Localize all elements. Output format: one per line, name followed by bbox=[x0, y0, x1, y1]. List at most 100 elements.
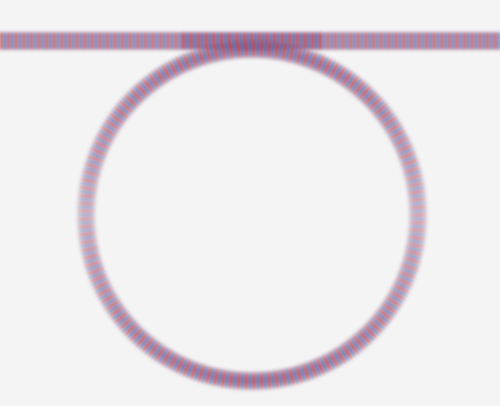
bus-field-lobe bbox=[71, 32, 75, 50]
bus-field-lobe bbox=[155, 32, 159, 50]
ring-field-lobe bbox=[401, 260, 420, 267]
ring-field-lobe bbox=[113, 311, 129, 324]
ring-field-lobe bbox=[408, 201, 428, 206]
ring-field-lobe bbox=[86, 155, 105, 163]
ring-field-lobe bbox=[363, 91, 377, 106]
bus-field-lobe bbox=[444, 32, 448, 50]
ring-field-lobe bbox=[329, 62, 339, 79]
bus-field-lobe bbox=[7, 32, 11, 50]
bus-field-lobe bbox=[124, 32, 128, 50]
ring-field-lobe bbox=[322, 58, 332, 76]
bus-field-lobe bbox=[18, 32, 22, 50]
bus-field-lobe bbox=[128, 32, 132, 50]
ring-field-lobe bbox=[158, 66, 169, 83]
bus-field-lobe bbox=[159, 32, 163, 50]
ring-field-lobe bbox=[377, 109, 393, 122]
bus-field-lobe bbox=[413, 32, 417, 50]
bus-field-lobe bbox=[200, 32, 204, 50]
bus-field-lobe bbox=[497, 32, 500, 50]
ring-field-lobe bbox=[240, 39, 245, 59]
bus-field-lobe bbox=[22, 32, 26, 50]
bus-field-lobe bbox=[440, 32, 444, 50]
bus-field-lobe bbox=[417, 32, 421, 50]
ring-field-lobe bbox=[80, 246, 99, 252]
ring-field-lobe bbox=[368, 319, 383, 333]
ring-field-lobe bbox=[358, 329, 372, 345]
ring-field-lobe bbox=[319, 356, 329, 374]
ring-field-lobe bbox=[86, 267, 105, 275]
ring-field-lobe bbox=[408, 220, 428, 225]
ring-field-lobe bbox=[183, 359, 192, 377]
ring-field-lobe bbox=[393, 280, 412, 290]
ring-field-lobe bbox=[403, 253, 422, 260]
ring-field-lobe bbox=[278, 369, 283, 388]
ring-field-lobe bbox=[118, 316, 134, 330]
ring-field-lobe bbox=[213, 367, 219, 387]
ring-field-lobe bbox=[158, 347, 169, 364]
bus-field-lobe bbox=[368, 32, 372, 50]
bus-field-lobe bbox=[86, 32, 90, 50]
bus-field-lobe bbox=[345, 32, 349, 50]
ring-field-lobe bbox=[77, 197, 97, 202]
ring-field-lobe bbox=[240, 371, 245, 391]
ring-field-lobe bbox=[347, 75, 359, 91]
ring-field-lobe bbox=[396, 148, 415, 156]
bus-field-lobe bbox=[41, 32, 45, 50]
ring-field-lobe bbox=[349, 78, 362, 94]
ring-field-lobe bbox=[407, 197, 427, 202]
bus-field-lobe bbox=[451, 32, 455, 50]
ring-field-lobe bbox=[344, 341, 356, 357]
bus-field-lobe bbox=[364, 32, 368, 50]
bus-field-lobe bbox=[52, 32, 56, 50]
ring-field-lobe bbox=[360, 327, 375, 342]
ring-field-lobe bbox=[172, 58, 182, 76]
ring-field-lobe bbox=[91, 277, 109, 286]
ring-field-lobe bbox=[295, 46, 303, 65]
bus-field-lobe bbox=[463, 32, 467, 50]
ring-field-lobe bbox=[225, 369, 230, 389]
bus-field-lobe bbox=[436, 32, 440, 50]
bus-field-lobe bbox=[113, 32, 117, 50]
bus-field-lobe bbox=[45, 32, 49, 50]
bus-field-lobe bbox=[406, 32, 410, 50]
ring-field-lobe bbox=[109, 112, 125, 125]
ring-field-lobe bbox=[332, 349, 343, 366]
ring-field-lobe bbox=[209, 44, 216, 64]
ring-field-lobe bbox=[408, 224, 428, 229]
ring-field-lobe bbox=[407, 194, 427, 198]
ring-field-lobe bbox=[116, 314, 132, 327]
bus-field-lobe bbox=[292, 32, 296, 50]
ring-field-lobe bbox=[408, 213, 428, 217]
ring-field-lobe bbox=[349, 336, 362, 352]
ring-field-lobe bbox=[285, 367, 291, 387]
ring-field-lobe bbox=[400, 264, 419, 271]
ring-field-lobe bbox=[248, 39, 252, 59]
ring-field-lobe bbox=[312, 359, 321, 377]
bus-field-lobe bbox=[459, 32, 463, 50]
ring-field-lobe bbox=[194, 362, 202, 381]
bus-field-lobe bbox=[379, 32, 383, 50]
bus-field-lobe bbox=[178, 32, 182, 50]
bus-field-lobe bbox=[147, 32, 151, 50]
ring-field-lobe bbox=[387, 293, 404, 304]
ring-field-lobe bbox=[383, 119, 400, 131]
ring-field-lobe bbox=[355, 332, 369, 347]
ring-field-lobe bbox=[132, 85, 146, 101]
bus-field-lobe bbox=[204, 32, 208, 50]
ring-field-lobe bbox=[96, 287, 114, 297]
bus-field-lobe bbox=[299, 32, 303, 50]
bus-field-lobe bbox=[432, 32, 436, 50]
ring-field-lobe bbox=[248, 371, 252, 391]
ring-field-lobe bbox=[190, 361, 198, 380]
bus-field-lobe bbox=[474, 32, 478, 50]
ring-field-lobe bbox=[285, 43, 291, 63]
bus-field-lobe bbox=[60, 32, 64, 50]
ring-field-lobe bbox=[395, 277, 413, 286]
ring-field-lobe bbox=[312, 53, 321, 71]
ring-field-lobe bbox=[209, 366, 216, 386]
ring-field-lobe bbox=[399, 267, 418, 275]
ring-field-lobe bbox=[109, 305, 125, 318]
ring-field-lobe bbox=[83, 257, 102, 264]
ring-field-lobe bbox=[161, 64, 172, 81]
